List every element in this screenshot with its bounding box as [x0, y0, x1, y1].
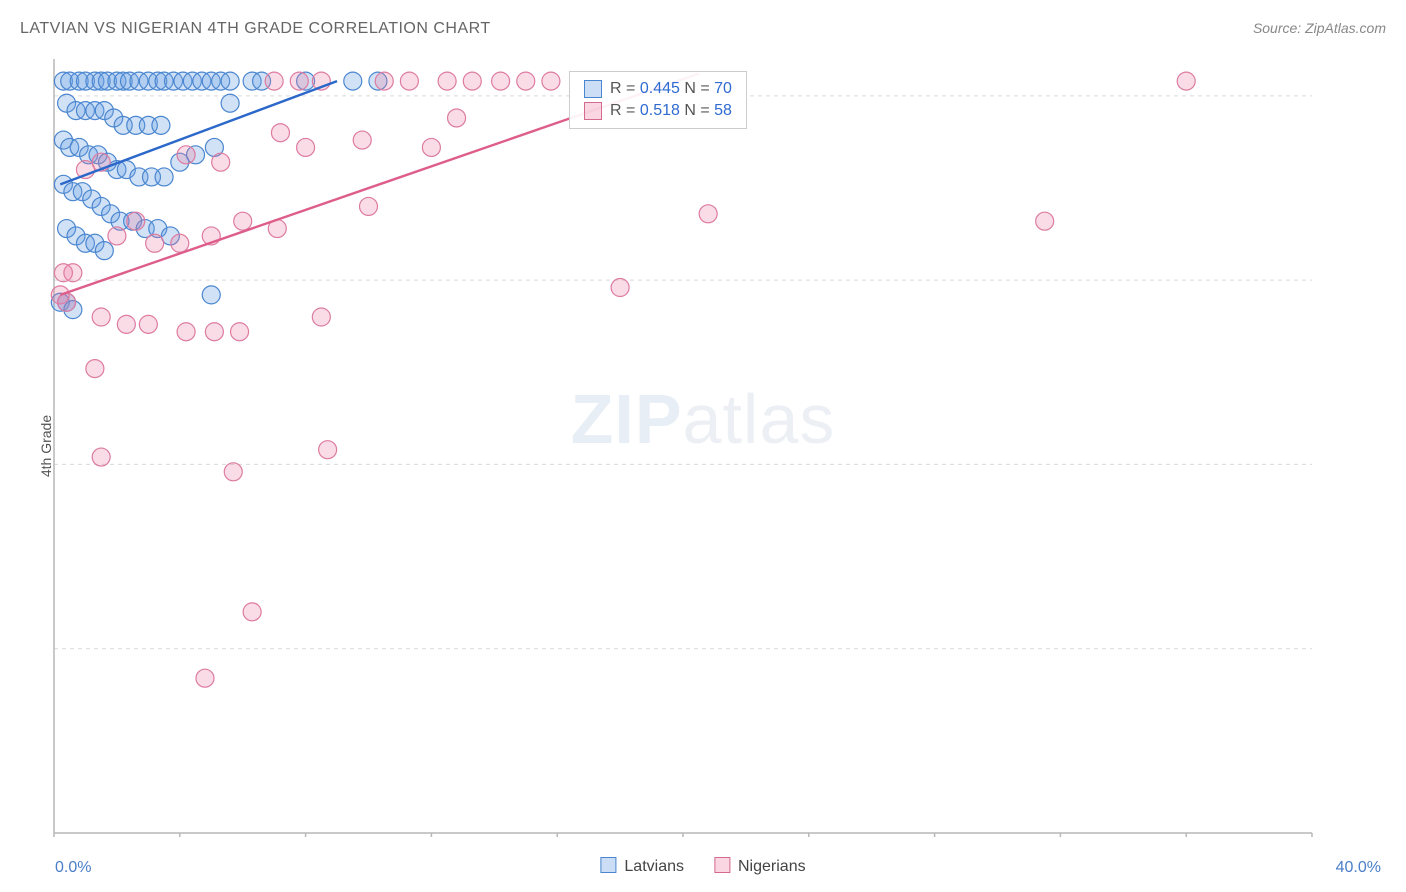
data-point [117, 315, 135, 333]
data-point [202, 286, 220, 304]
data-point [221, 72, 239, 90]
data-point [205, 323, 223, 341]
chart-title: LATVIAN VS NIGERIAN 4TH GRADE CORRELATIO… [20, 20, 491, 37]
legend-item: Latvians [600, 857, 684, 876]
legend-swatch [714, 857, 730, 873]
data-point [319, 441, 337, 459]
data-point [611, 279, 629, 297]
data-point [86, 360, 104, 378]
data-point [231, 323, 249, 341]
data-point [92, 308, 110, 326]
data-point [265, 72, 283, 90]
y-axis-label: 4th Grade [38, 415, 54, 477]
scatter-chart [50, 55, 1316, 837]
data-point [177, 146, 195, 164]
trend-line [60, 81, 337, 184]
bottom-legend: Latvians Nigerians [600, 857, 805, 876]
data-point [517, 72, 535, 90]
stats-legend: R = 0.445 N = 70 R = 0.518 N = 58 [569, 71, 747, 129]
data-point [95, 242, 113, 260]
data-point [463, 72, 481, 90]
source-label: Source: ZipAtlas.com [1253, 20, 1386, 36]
legend-label: Nigerians [738, 858, 806, 875]
legend-label: Latvians [624, 858, 684, 875]
data-point [224, 463, 242, 481]
legend-swatch [600, 857, 616, 873]
data-point [699, 205, 717, 223]
x-axis-min-label: 0.0% [55, 859, 91, 877]
data-point [297, 138, 315, 156]
data-point [155, 168, 173, 186]
data-point [1036, 212, 1054, 230]
legend-swatch [584, 102, 602, 120]
data-point [438, 72, 456, 90]
data-point [146, 234, 164, 252]
x-axis-max-label: 40.0% [1336, 859, 1381, 877]
data-point [344, 72, 362, 90]
data-point [492, 72, 510, 90]
data-point [312, 308, 330, 326]
chart-container [50, 55, 1316, 837]
data-point [64, 264, 82, 282]
data-point [139, 315, 157, 333]
data-point [290, 72, 308, 90]
legend-swatch [584, 80, 602, 98]
data-point [177, 323, 195, 341]
data-point [212, 153, 230, 171]
stats-legend-row: R = 0.518 N = 58 [584, 100, 732, 122]
data-point [1177, 72, 1195, 90]
data-point [221, 94, 239, 112]
data-point [234, 212, 252, 230]
legend-text: R = 0.445 N = 70 [610, 80, 732, 98]
data-point [353, 131, 371, 149]
data-point [108, 227, 126, 245]
data-point [360, 197, 378, 215]
data-point [422, 138, 440, 156]
stats-legend-row: R = 0.445 N = 70 [584, 78, 732, 100]
data-point [271, 124, 289, 142]
data-point [92, 448, 110, 466]
data-point [542, 72, 560, 90]
data-point [152, 116, 170, 134]
data-point [196, 669, 214, 687]
legend-item: Nigerians [714, 857, 806, 876]
data-point [171, 234, 189, 252]
data-point [448, 109, 466, 127]
data-point [127, 212, 145, 230]
data-point [400, 72, 418, 90]
data-point [243, 603, 261, 621]
data-point [375, 72, 393, 90]
legend-text: R = 0.518 N = 58 [610, 102, 732, 120]
